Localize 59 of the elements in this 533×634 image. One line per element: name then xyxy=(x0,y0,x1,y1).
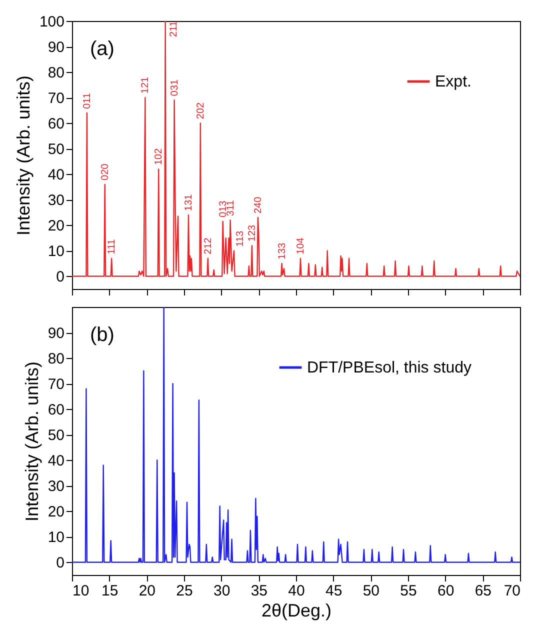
annotation: 311 xyxy=(225,200,236,216)
annotation: 121 xyxy=(140,76,152,94)
annotation: (b) xyxy=(90,324,114,346)
y-tick-label: 40 xyxy=(48,452,64,470)
annotation: 111 xyxy=(106,238,118,254)
y-tick-label: 10 xyxy=(48,243,64,260)
y-tick-label: 90 xyxy=(48,39,64,56)
legend-label: Expt. xyxy=(435,74,472,90)
x-tick-label: 10 xyxy=(72,582,90,600)
x-tick-label: 40 xyxy=(288,582,305,600)
annotation: 102 xyxy=(154,148,165,166)
y-tick-label: 80 xyxy=(48,350,64,368)
annotation: (a) xyxy=(90,38,114,60)
x-axis-title: 2θ(Deg.) xyxy=(261,600,332,620)
y-tick-label: 80 xyxy=(48,64,64,82)
legend-label: DFT/PBEsol, this study xyxy=(307,360,472,376)
y-tick-label: 20 xyxy=(48,218,64,235)
annotation: 240 xyxy=(252,196,264,214)
x-tick-label: 70 xyxy=(504,582,520,600)
y-tick-label: 60 xyxy=(48,402,64,419)
y-tick-label: 70 xyxy=(48,90,64,108)
x-tick-label: 65 xyxy=(474,582,492,600)
annotation: 020 xyxy=(100,163,111,180)
x-tick-label: 15 xyxy=(101,582,118,600)
x-tick-label: 55 xyxy=(400,582,417,600)
y-tick-label: 50 xyxy=(48,427,64,444)
annotation: 131 xyxy=(183,194,194,211)
y-tick-label: 0 xyxy=(56,554,64,572)
annotation: 212 xyxy=(202,237,214,254)
line-series xyxy=(72,21,520,277)
y-axis-title: Intensity (Arb. units) xyxy=(13,75,34,236)
annotation: 211 xyxy=(168,20,180,37)
x-tick-label: 60 xyxy=(437,582,454,600)
annotation: 011 xyxy=(82,92,93,109)
y-tick-label: 70 xyxy=(48,376,64,394)
line-series xyxy=(72,307,520,563)
annotation: 123 xyxy=(246,224,258,242)
y-axis-title: Intensity (Arb. units) xyxy=(22,361,42,522)
annotation: 202 xyxy=(195,102,206,120)
y-tick-label: 30 xyxy=(48,478,64,496)
y-tick-label: 100 xyxy=(39,14,64,30)
y-tick-label: 0 xyxy=(56,268,64,286)
x-tick-label: 30 xyxy=(213,582,230,600)
x-tick-label: 20 xyxy=(138,582,156,600)
annotation: 031 xyxy=(169,79,180,96)
annotation: 133 xyxy=(276,242,288,260)
annotation: 113 xyxy=(235,230,246,247)
y-tick-label: 30 xyxy=(48,192,64,210)
x-tick-label: 35 xyxy=(250,582,268,600)
y-tick-label: 10 xyxy=(48,529,64,546)
x-tick-label: 45 xyxy=(325,582,342,600)
annotation: 104 xyxy=(295,237,306,254)
y-tick-label: 20 xyxy=(48,504,64,521)
x-tick-label: 25 xyxy=(176,582,193,600)
y-tick-label: 60 xyxy=(48,116,64,133)
x-tick-label: 50 xyxy=(362,582,380,600)
y-tick-label: 90 xyxy=(48,325,64,342)
y-tick-label: 50 xyxy=(48,141,64,158)
y-tick-label: 40 xyxy=(48,166,64,184)
